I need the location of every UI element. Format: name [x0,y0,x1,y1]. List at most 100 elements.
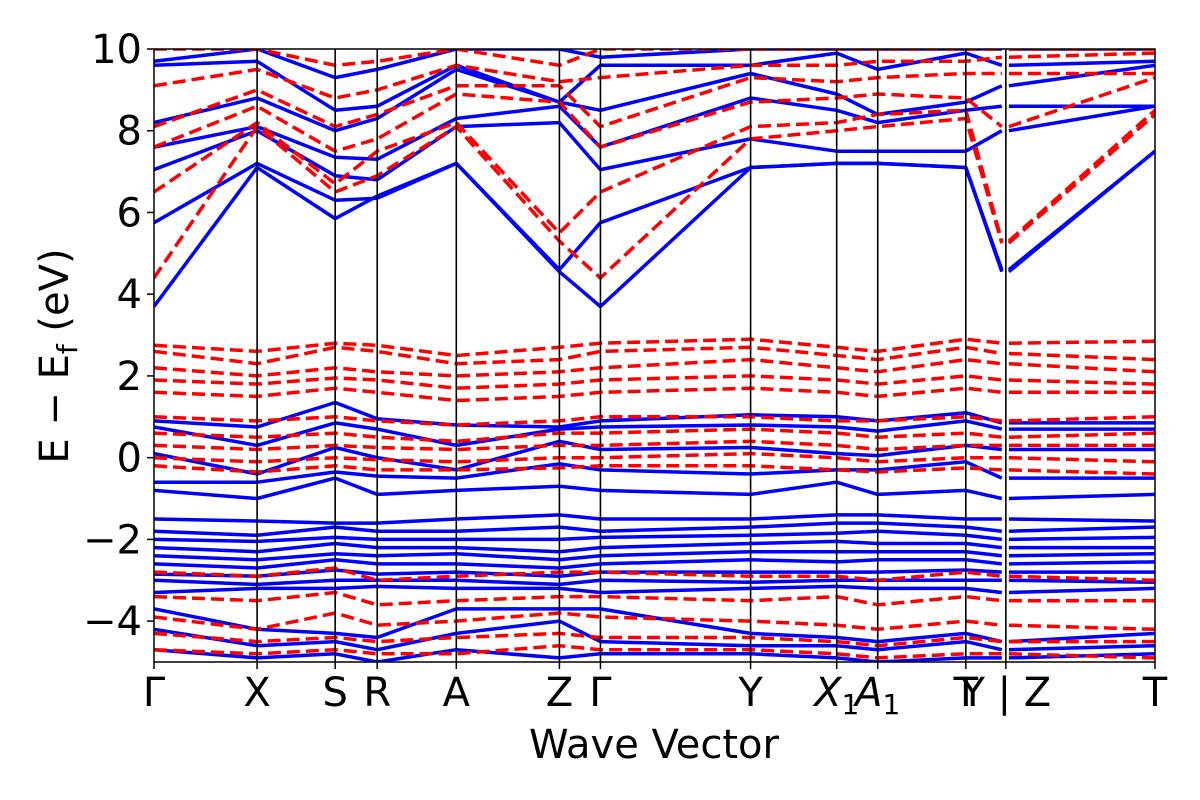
y-axis: −4 −2 0 2 4 6 8 10 [83,27,154,645]
y-axis-label-unit: (eV) [32,248,78,344]
spin-down-band-line [154,55,1002,100]
spin-up-band-line [154,120,1003,182]
spin-up-band-line [1008,492,1155,501]
spin-up-band-line [1008,535,1155,542]
spin-up-band-line [154,400,1003,429]
spin-up-band-line [1008,551,1155,558]
spin-down-band-line [154,566,1002,583]
y-tick-label: 4 [117,272,142,318]
x-tick-label: Y [737,670,763,716]
spin-up-band-line [154,558,1002,570]
y-tick-label: 8 [117,109,142,155]
spin-up-band-line [154,161,1004,309]
spin-down-band-line [154,643,1002,660]
x-tick-label: Γ [143,670,166,716]
spin-down-band-line [154,415,1002,427]
spin-down-band-line [1007,108,1155,243]
spin-up-band-line [1008,560,1155,566]
spin-up-band-line [1008,517,1155,523]
spin-up-band-line [154,549,1002,562]
kpoint-lines [256,49,1007,662]
y-tick-label: 2 [117,354,142,400]
y-tick-label: 0 [117,436,142,482]
spin-down-band-line [154,345,1003,366]
x-tick-label: Z [546,670,573,716]
x-tick-label: S [322,670,347,716]
x-tick-label: R [363,670,391,716]
spin-down-band-line [154,357,1002,378]
spin-up-band-line [154,513,1002,525]
spin-down-band-line [154,71,1002,129]
spin-up-band-line [154,529,1002,544]
spin-up-band-line [1008,104,1155,133]
x-tick-label: A [443,670,471,716]
spin-down-band-line [1008,574,1155,583]
spin-down-band-line [1008,431,1155,439]
spin-down-band-line [154,116,1004,280]
bands-layer [154,49,1155,662]
y-tick-label: 10 [91,27,142,73]
spin-down-band-line [1008,415,1155,423]
spin-down-band-line [1008,378,1155,386]
spin-down-band-line [1008,351,1155,362]
y-axis-label: E − Ef (eV) [32,248,84,463]
y-axis-label-main: E − E [32,354,78,464]
x-tick-label: Y | Z [959,670,1051,716]
spin-up-band-line [154,476,1003,501]
y-tick-label: −4 [83,599,142,645]
x-tick-label: T [953,670,979,716]
spin-down-band-line [154,374,1002,390]
spin-down-band-line [154,439,1002,452]
y-tick-label: 6 [117,190,142,236]
spin-up-band-line [1008,59,1155,68]
spin-up-band-line [1008,586,1155,595]
spin-down-band-line [154,590,1002,607]
spin-up-band-line [154,521,1002,538]
spin-up-band-line [154,96,1002,162]
spin-down-band-line [154,108,1004,242]
spin-down-band-line [154,337,1002,358]
spin-down-band-line [1008,468,1155,476]
y-tick-label: −2 [83,517,142,563]
x-tick-label: X [243,670,270,716]
spin-down-band-line [1008,455,1155,464]
spin-up-band-line [154,568,1002,578]
spin-up-band-line [154,607,1003,644]
spin-down-band-line [1008,623,1155,632]
spin-up-band-line [1007,149,1155,272]
spin-up-band-line [154,419,1003,448]
spin-down-band-line [154,464,1002,474]
spin-up-band-line [1008,525,1155,533]
spin-down-band-line [154,611,1002,632]
spin-up-band-line [154,51,1003,113]
spin-up-band-line [154,49,1002,80]
x-tick-label: T [1142,670,1168,716]
spin-down-band-line [1008,339,1155,345]
x-tick-label: X1 [812,670,859,721]
spin-up-band-line [154,619,1003,652]
spin-down-band-line [1007,113,1155,245]
spin-down-band-line [1008,652,1155,660]
spin-up-band-line [1008,63,1155,88]
spin-up-band-line [1008,643,1155,652]
x-tick-label: Γ [589,670,612,716]
spin-down-band-line [154,451,1002,464]
spin-up-band-line [154,647,1002,662]
spin-down-band-line [1008,361,1155,374]
spin-down-band-line [154,92,1003,153]
spin-up-band-line [154,584,1002,595]
spin-down-band-line [154,631,1002,648]
spin-down-band-line [154,386,1002,403]
spin-up-band-line [154,161,1004,272]
spin-up-band-line [1008,578,1155,585]
spin-up-band-line [1008,652,1155,660]
spin-up-band-line [154,539,1002,554]
spin-down-band-line [1008,75,1155,129]
plot-frame [153,48,1156,663]
x-axis-label: Wave Vector [529,722,780,768]
y-axis-label-sub: f [51,343,84,354]
x-tick-label: A1 [852,670,900,721]
spin-down-band-line [154,427,1002,444]
